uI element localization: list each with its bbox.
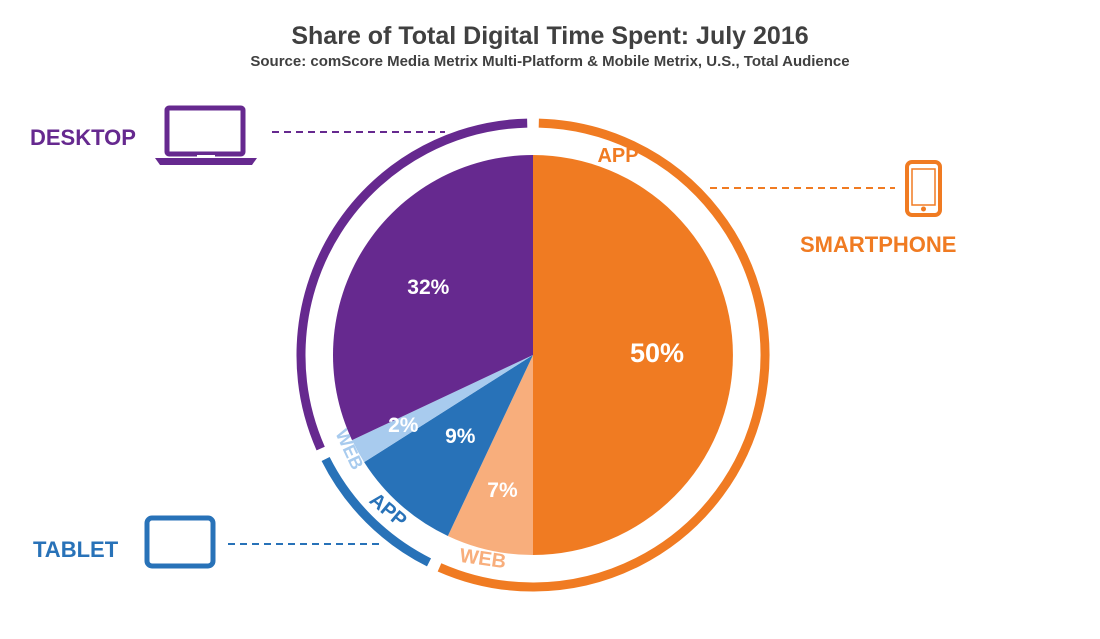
tablet-callout: TABLET [33,515,384,569]
laptop-icon [155,105,257,165]
platform-rings [296,118,770,592]
slice-value-label: 2% [388,414,419,437]
desktop-label: DESKTOP [30,125,136,150]
slice-value-label: 32% [407,276,449,299]
pie-slices [332,155,733,555]
slice-value-label: 9% [445,425,476,448]
slice-value-label: 7% [487,479,518,502]
smartphone-icon [905,160,942,217]
tablet-label: TABLET [33,537,119,562]
smartphone-callout: SMARTPHONE [710,160,956,257]
slice-labels: 50% 7% 9% 2% 32% [388,276,684,502]
ring-arc-tablet [321,456,432,567]
ring-label-smartphone-app: APP [597,145,638,167]
pie-slice-tablet-web [352,355,533,463]
slice-value-label: 50% [630,338,684,368]
pie-slice-tablet-app [364,355,533,536]
pie-slice-smartphone-app [533,155,733,555]
desktop-callout: DESKTOP [30,105,445,165]
pie-slice-smartphone-web [447,355,533,555]
pie-slice-desktop [332,155,533,441]
ring-arc-desktop [296,118,528,451]
chart-subtitle: Source: comScore Media Metrix Multi-Plat… [250,53,850,70]
chart-title: Share of Total Digital Time Spent: July … [291,22,809,50]
ring-arc-smartphone [437,118,770,592]
smartphone-label: SMARTPHONE [800,232,956,257]
tablet-icon [144,515,216,569]
